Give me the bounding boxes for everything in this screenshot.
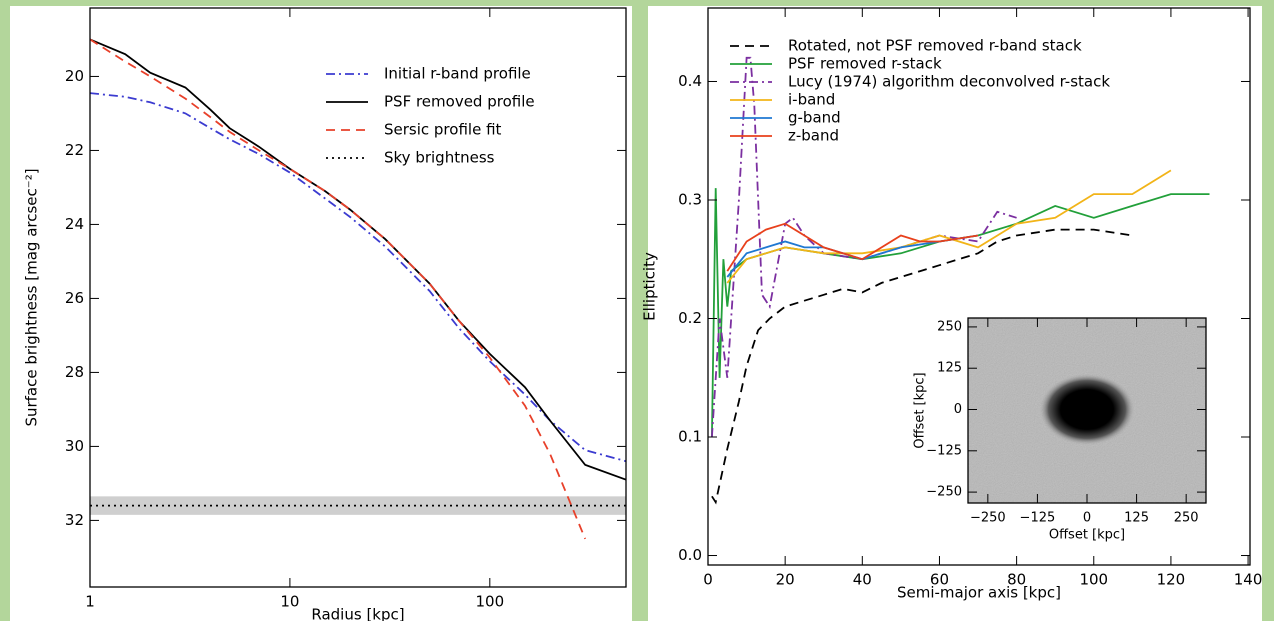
y-tick-label: 250 <box>937 319 962 334</box>
axes-frame <box>89 7 627 588</box>
legend-label: Initial r-band profile <box>384 65 531 83</box>
chart: −250 −125 0 125 250 −250 −125 0 125 250 Offset [kp… <box>913 317 1207 543</box>
x-tick-label: 20 <box>776 571 795 589</box>
x-axis-label: Offset [kpc] <box>1049 528 1125 543</box>
legend-label: PSF removed profile <box>384 93 535 111</box>
x-tick-label: 1 <box>85 593 95 611</box>
legend-label: i-band <box>788 91 835 109</box>
left-panel <box>10 6 632 621</box>
series-line <box>90 38 587 540</box>
x-tick-label: 0 <box>1083 511 1091 526</box>
legend-label: Sersic profile fit <box>384 121 502 139</box>
y-tick-label: 28 <box>65 363 84 381</box>
chart: Rotated, not PSF removed r-band stackPSF… <box>641 7 1263 602</box>
y-tick-label: 125 <box>937 361 962 376</box>
y-axis-label: Offset [kpc] <box>913 372 928 448</box>
galaxy <box>1039 373 1135 446</box>
x-axis-label: Semi-major axis [kpc] <box>897 584 1061 602</box>
y-tick-label: 0 <box>954 402 962 417</box>
y-tick-label: −125 <box>926 443 962 458</box>
legend-label: Rotated, not PSF removed r-band stack <box>788 37 1082 55</box>
x-tick-label: 80 <box>1007 571 1026 589</box>
y-tick-label: 0.0 <box>678 546 702 564</box>
y-axis-label: Ellipticity <box>641 252 659 321</box>
x-tick-label: −250 <box>970 511 1006 526</box>
series-line <box>726 234 979 278</box>
y-tick-label: 20 <box>65 67 84 85</box>
y-tick-label: 0.3 <box>678 190 702 208</box>
y-tick-label: 32 <box>65 511 84 529</box>
x-tick-label: 0 <box>703 571 713 589</box>
x-tick-label: 60 <box>930 571 949 589</box>
plot-area <box>968 318 1206 503</box>
x-tick-label: 120 <box>1157 571 1186 589</box>
y-tick-label: 26 <box>65 289 84 307</box>
plot-area <box>90 38 626 540</box>
y-tick-label: 0.2 <box>678 309 702 327</box>
legend-label: PSF removed r-stack <box>788 55 942 73</box>
y-tick-label: 0.4 <box>678 72 702 90</box>
sky-band <box>90 496 626 515</box>
x-tick-label: −125 <box>1020 511 1056 526</box>
y-tick-label: −250 <box>926 485 962 500</box>
x-tick-label: 125 <box>1124 511 1149 526</box>
legend-label: z-band <box>788 127 839 145</box>
y-tick-label: 0.1 <box>678 428 702 446</box>
axes-frame <box>707 7 1251 566</box>
y-axis-label: Surface brightness [mag arcsec⁻²] <box>23 168 41 426</box>
legend-label: g-band <box>788 109 841 127</box>
x-axis-label: Radius [kpc] <box>311 606 404 621</box>
x-tick-label: 140 <box>1234 571 1263 589</box>
series-line <box>90 38 626 481</box>
legend-label: Lucy (1974) algorithm deconvolved r-stac… <box>788 73 1110 91</box>
series-line <box>726 222 979 272</box>
series-line <box>711 228 1133 505</box>
plot-area <box>711 56 1210 505</box>
x-tick-label: 10 <box>280 593 299 611</box>
y-tick-label: 22 <box>65 141 84 159</box>
right-panel <box>648 6 1262 621</box>
y-tick-label: 30 <box>65 437 84 455</box>
x-tick-label: 40 <box>853 571 872 589</box>
x-tick-label: 100 <box>1079 571 1108 589</box>
x-tick-label: 100 <box>475 593 504 611</box>
legend-label: Sky brightness <box>384 149 495 167</box>
x-tick-label: 250 <box>1174 511 1199 526</box>
y-tick-label: 24 <box>65 215 84 233</box>
chart: Initial r-band profile PSF removed profil… <box>23 7 627 621</box>
